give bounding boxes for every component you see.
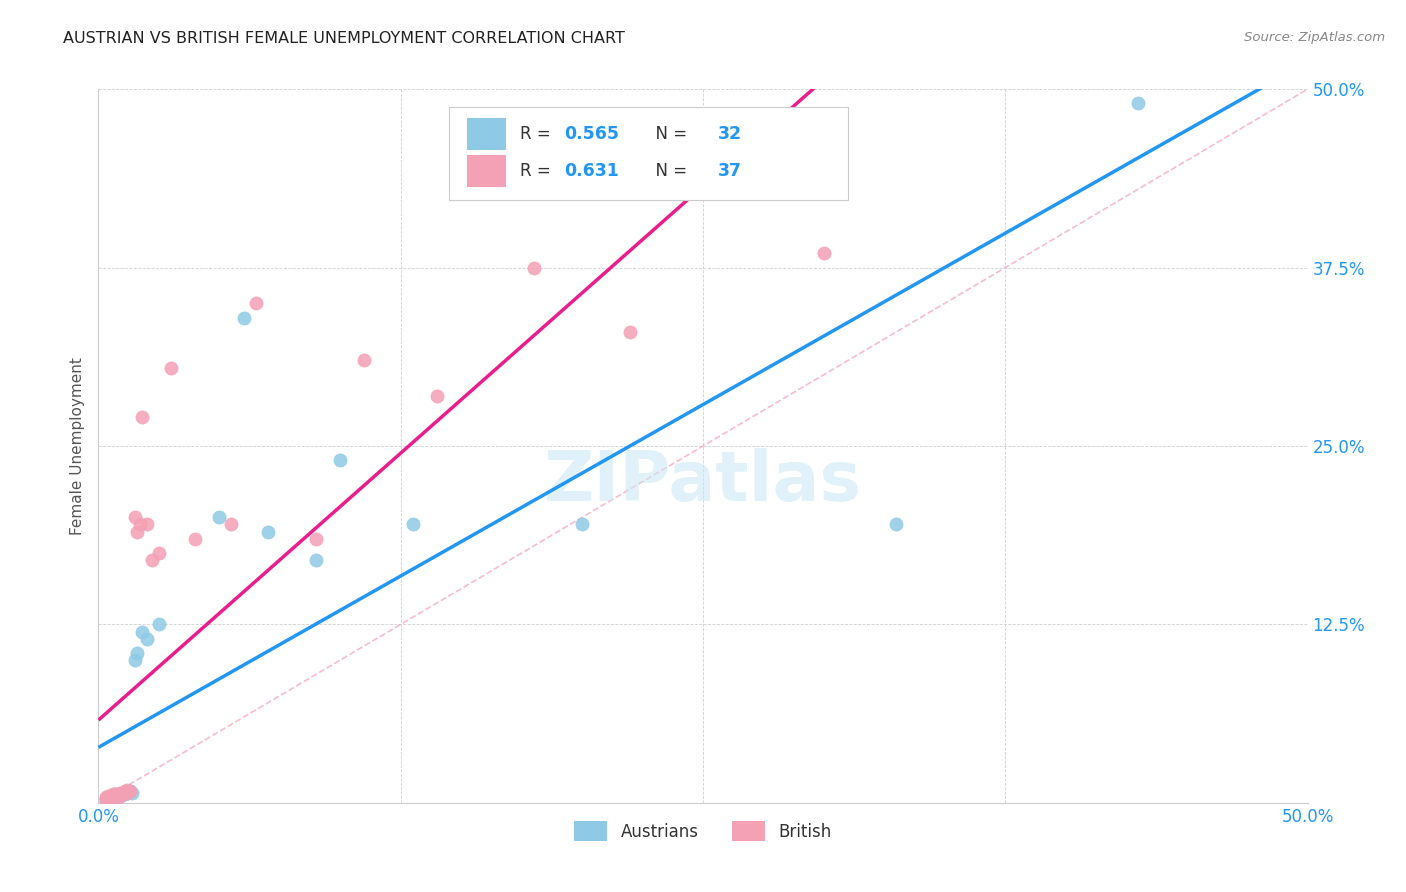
- Point: [221, 517, 243, 532]
- Point: [118, 784, 141, 798]
- Y-axis label: Female Unemployment: Female Unemployment: [69, 357, 84, 535]
- Point: [107, 790, 129, 805]
- Point: [114, 784, 136, 798]
- Text: N =: N =: [645, 162, 692, 180]
- Point: [94, 791, 117, 805]
- Point: [117, 784, 139, 798]
- Point: [108, 789, 131, 803]
- Point: [111, 786, 134, 800]
- Point: [97, 789, 120, 803]
- Point: [97, 791, 120, 805]
- Point: [127, 646, 149, 660]
- Point: [108, 786, 131, 800]
- Point: [104, 787, 127, 801]
- Point: [426, 389, 449, 403]
- Text: 0.631: 0.631: [564, 162, 619, 180]
- Point: [148, 617, 170, 632]
- Point: [135, 632, 157, 646]
- Point: [101, 790, 124, 805]
- Point: [100, 789, 122, 803]
- Point: [1128, 96, 1150, 111]
- Point: [111, 787, 134, 801]
- Text: N =: N =: [645, 125, 692, 143]
- Point: [117, 786, 139, 800]
- Point: [135, 517, 157, 532]
- Point: [107, 790, 129, 805]
- Point: [114, 787, 136, 801]
- FancyBboxPatch shape: [449, 107, 848, 200]
- Point: [97, 790, 120, 805]
- Point: [101, 789, 124, 803]
- Point: [813, 246, 835, 260]
- Point: [245, 296, 267, 310]
- Text: R =: R =: [520, 125, 557, 143]
- Point: [305, 553, 328, 567]
- Point: [100, 789, 122, 803]
- Point: [131, 410, 153, 425]
- Point: [124, 510, 146, 524]
- Point: [141, 553, 163, 567]
- Point: [107, 787, 129, 801]
- Point: [886, 517, 908, 532]
- Point: [131, 624, 153, 639]
- Text: ZIPatlas: ZIPatlas: [544, 448, 862, 516]
- Point: [124, 653, 146, 667]
- Point: [128, 517, 150, 532]
- Bar: [467, 155, 506, 187]
- Legend: Austrians, British: Austrians, British: [568, 814, 838, 848]
- Point: [305, 532, 328, 546]
- Point: [104, 789, 127, 803]
- Point: [111, 787, 134, 801]
- Point: [571, 517, 593, 532]
- Point: [329, 453, 352, 467]
- Point: [353, 353, 375, 368]
- Point: [108, 789, 131, 803]
- Text: 0.565: 0.565: [564, 125, 619, 143]
- Point: [100, 790, 122, 805]
- Point: [118, 784, 141, 798]
- Point: [101, 790, 124, 805]
- Point: [107, 789, 129, 803]
- Point: [208, 510, 231, 524]
- Point: [184, 532, 207, 546]
- Point: [100, 791, 122, 805]
- Point: [127, 524, 149, 539]
- Point: [148, 546, 170, 560]
- Text: 37: 37: [717, 162, 741, 180]
- Text: AUSTRIAN VS BRITISH FEMALE UNEMPLOYMENT CORRELATION CHART: AUSTRIAN VS BRITISH FEMALE UNEMPLOYMENT …: [63, 31, 626, 46]
- Point: [104, 787, 127, 801]
- Point: [232, 310, 254, 325]
- Point: [111, 786, 134, 800]
- Point: [160, 360, 183, 375]
- Point: [108, 787, 131, 801]
- Point: [121, 786, 143, 800]
- Text: 32: 32: [717, 125, 741, 143]
- Point: [101, 787, 124, 801]
- Point: [256, 524, 278, 539]
- Point: [619, 325, 641, 339]
- Point: [104, 789, 127, 803]
- Point: [117, 783, 139, 797]
- Point: [523, 260, 546, 275]
- Point: [94, 791, 117, 805]
- Text: R =: R =: [520, 162, 557, 180]
- Bar: [467, 118, 506, 150]
- Point: [94, 790, 117, 805]
- Text: Source: ZipAtlas.com: Source: ZipAtlas.com: [1244, 31, 1385, 45]
- Point: [402, 517, 425, 532]
